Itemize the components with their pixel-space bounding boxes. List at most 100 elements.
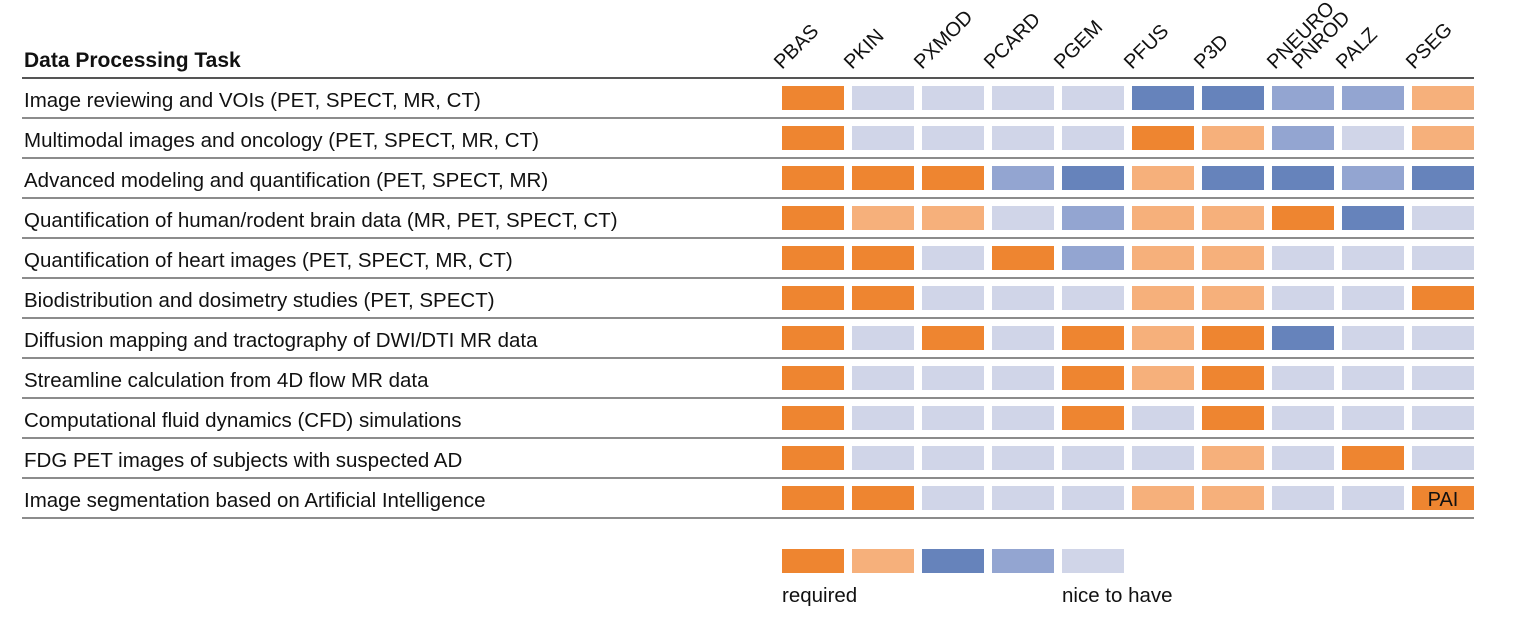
legend-swatch — [852, 549, 914, 573]
matrix-cell — [1132, 126, 1194, 150]
matrix-cell — [852, 446, 914, 470]
matrix-cell — [1412, 366, 1474, 390]
matrix-cell — [1202, 166, 1264, 190]
matrix-cell — [1132, 326, 1194, 350]
column-header: PFUS — [1120, 20, 1173, 73]
matrix-cell — [1412, 326, 1474, 350]
matrix-cell — [782, 86, 844, 110]
matrix-cell — [1342, 406, 1404, 430]
matrix-cell — [1272, 86, 1334, 110]
matrix-cell — [992, 86, 1054, 110]
matrix-cell — [1062, 286, 1124, 310]
matrix-cell — [922, 86, 984, 110]
matrix-cell — [1132, 446, 1194, 470]
matrix-cell — [782, 166, 844, 190]
task-label: Multimodal images and oncology (PET, SPE… — [24, 129, 539, 152]
matrix-cell — [1062, 126, 1124, 150]
task-label: Quantification of human/rodent brain dat… — [24, 209, 618, 232]
matrix-cell — [1412, 206, 1474, 230]
matrix-cell — [782, 406, 844, 430]
matrix-cell — [1062, 246, 1124, 270]
matrix-cell — [1342, 86, 1404, 110]
matrix-cell — [782, 126, 844, 150]
matrix-cell — [1342, 286, 1404, 310]
matrix-cell — [922, 326, 984, 350]
task-label: Diffusion mapping and tractography of DW… — [24, 329, 538, 352]
column-header: PCARD — [980, 8, 1045, 73]
matrix-cell — [852, 246, 914, 270]
legend-swatch — [992, 549, 1054, 573]
column-header: PBAS — [770, 20, 823, 73]
matrix-cell — [1062, 166, 1124, 190]
matrix-cell — [1202, 206, 1264, 230]
matrix-cell — [1132, 246, 1194, 270]
matrix-cell — [1132, 206, 1194, 230]
matrix-cell — [852, 286, 914, 310]
matrix-cell — [992, 366, 1054, 390]
matrix-cell — [1202, 486, 1264, 510]
matrix-cell — [992, 126, 1054, 150]
matrix-cell — [992, 446, 1054, 470]
legend: required nice to have — [782, 549, 1173, 607]
task-label: Advanced modeling and quantification (PE… — [24, 169, 548, 192]
legend-label-nice-to-have: nice to have — [1062, 584, 1173, 607]
chart-header: Data Processing Task — [24, 49, 241, 72]
matrix-cell — [1412, 86, 1474, 110]
matrix-cell — [1132, 486, 1194, 510]
matrix-cell — [1342, 246, 1404, 270]
matrix-cell — [922, 446, 984, 470]
task-label: Image segmentation based on Artificial I… — [24, 489, 486, 512]
matrix-cell — [1062, 86, 1124, 110]
matrix-cell — [1202, 286, 1264, 310]
matrix-cell — [852, 326, 914, 350]
matrix-cell — [992, 286, 1054, 310]
matrix-cell — [1342, 326, 1404, 350]
matrix-cell — [852, 86, 914, 110]
matrix-cell — [992, 326, 1054, 350]
matrix-cell — [852, 166, 914, 190]
legend-swatch — [1062, 549, 1124, 573]
matrix-cell — [1342, 446, 1404, 470]
legend-swatch — [922, 549, 984, 573]
column-header: PXMOD — [910, 6, 977, 73]
task-label: Quantification of heart images (PET, SPE… — [24, 249, 513, 272]
column-headers: PBAS PKIN PXMOD PCARD PGEM PFUS P3D PNEUROPNROD… — [770, 0, 1457, 74]
matrix-cell — [1062, 206, 1124, 230]
matrix-cell — [1412, 166, 1474, 190]
matrix-cell — [1342, 206, 1404, 230]
matrix-cell — [1062, 486, 1124, 510]
matrix-cell — [1202, 446, 1264, 470]
matrix-cell — [782, 326, 844, 350]
matrix-cell — [1272, 246, 1334, 270]
matrix-cell — [852, 126, 914, 150]
matrix-cell — [782, 366, 844, 390]
matrix-cell — [1342, 126, 1404, 150]
legend-swatch — [782, 549, 844, 573]
matrix-cell — [1272, 206, 1334, 230]
matrix-cell — [782, 246, 844, 270]
matrix-cell — [1272, 326, 1334, 350]
matrix-cell — [922, 286, 984, 310]
matrix-cell — [1272, 366, 1334, 390]
matrix-cell — [1062, 366, 1124, 390]
column-header: P3D — [1190, 30, 1233, 73]
matrix-cell — [922, 366, 984, 390]
matrix-cell — [1272, 286, 1334, 310]
matrix-cell — [992, 246, 1054, 270]
cell-label: PAI — [1428, 489, 1459, 511]
column-header: PSEG — [1402, 19, 1457, 74]
matrix-cell — [852, 366, 914, 390]
matrix-cell — [1202, 366, 1264, 390]
matrix-cell — [1342, 486, 1404, 510]
matrix-cell — [1412, 246, 1474, 270]
task-label: Computational fluid dynamics (CFD) simul… — [24, 409, 462, 432]
task-label: Streamline calculation from 4D flow MR d… — [24, 369, 429, 392]
matrix-cell — [1132, 86, 1194, 110]
matrix-cell — [1202, 246, 1264, 270]
matrix-cell — [1062, 446, 1124, 470]
matrix-cell — [1272, 166, 1334, 190]
matrix-cell — [1342, 166, 1404, 190]
matrix-cell — [782, 286, 844, 310]
matrix-cell — [1132, 406, 1194, 430]
matrix-cell — [1062, 326, 1124, 350]
